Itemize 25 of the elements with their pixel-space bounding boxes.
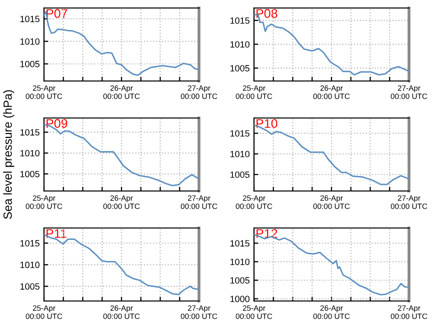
y-tick-label: 1010 [20,262,40,268]
y-tick-label: 1005 [230,65,250,72]
y-tick-label: 1010 [20,150,40,156]
y-tick-label: 1000 [230,296,250,302]
y-tick-label: 1015 [20,16,40,22]
annotation: P07 [46,9,68,18]
annotation: P11 [46,229,66,238]
y-tick-label: 1015 [20,240,40,246]
y-tick-label: 1010 [230,41,250,48]
y-tick-label: 1005 [230,171,250,178]
y-tick-label: 1015 [20,129,40,136]
y-tick-label: 1015 [230,240,250,247]
y-tick-label: 1010 [230,258,250,266]
y-tick-label: 1005 [20,170,40,178]
y-tick-label: 1005 [230,277,250,284]
annotation: P08 [256,9,278,18]
y-tick-label: 1010 [230,150,250,158]
y-tick-label: 1005 [20,283,40,290]
y-tick-label: 1015 [230,130,250,137]
annotation: P10 [256,119,278,128]
y-tick-label: 1005 [20,60,40,68]
annotation: P09 [46,119,68,128]
y-tick-label: 1015 [230,17,250,24]
y-tick-label: 1010 [20,38,40,45]
y-axis-title: Sea level pressure (hPa) [3,90,14,219]
